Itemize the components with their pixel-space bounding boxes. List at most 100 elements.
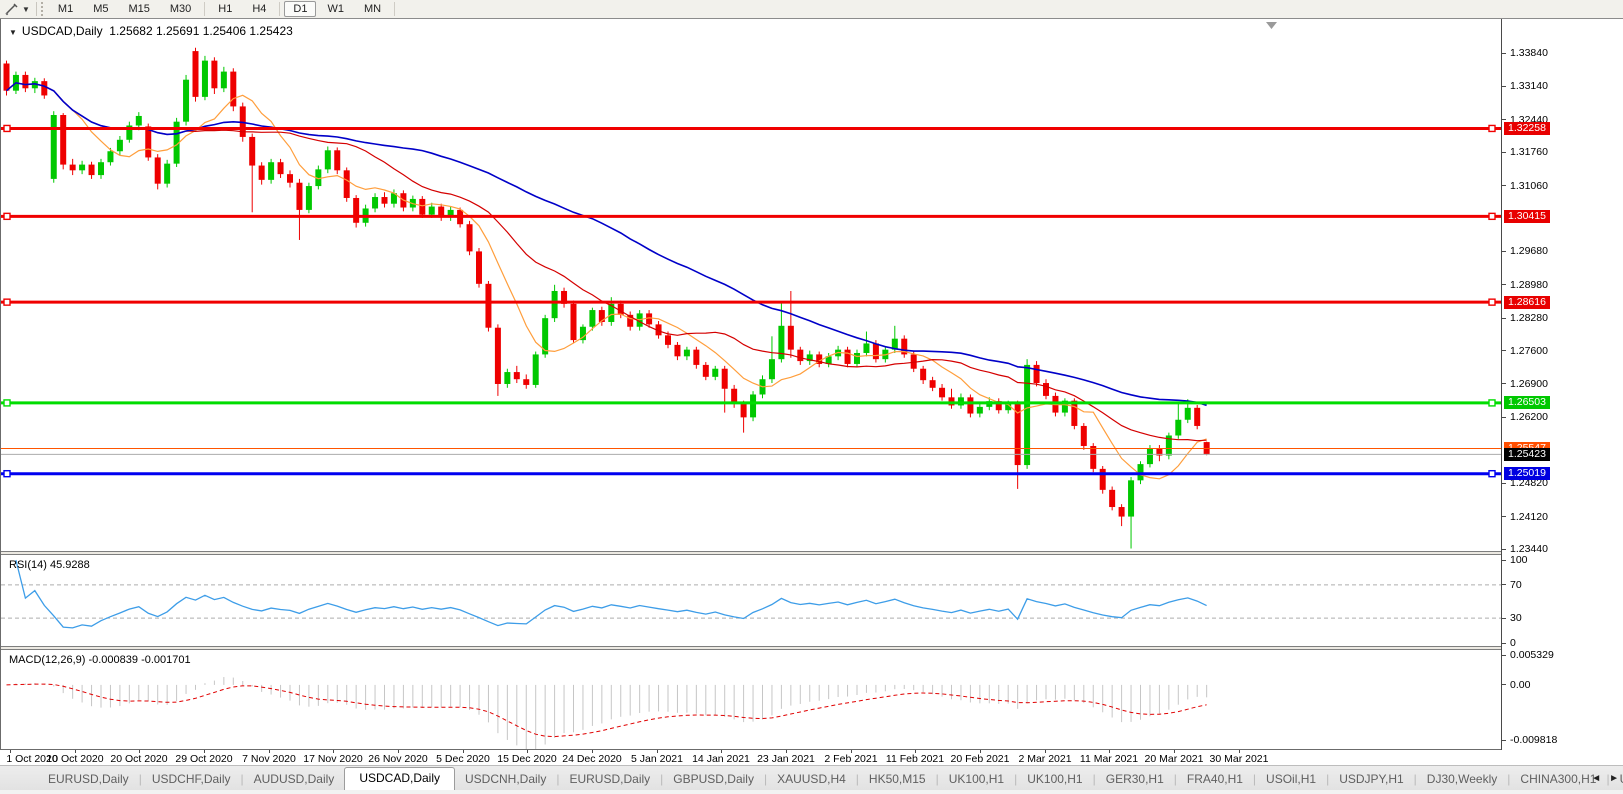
line-anchor-marker[interactable]	[3, 124, 11, 133]
timeframe-button-m1[interactable]: M1	[57, 3, 74, 15]
price-axis-label: 1.23440	[1510, 543, 1548, 555]
line-anchor-marker[interactable]	[1488, 212, 1496, 221]
chart-tab-ger30-h1[interactable]: GER30,H1	[1105, 772, 1164, 786]
tool-dropdown-caret[interactable]: ▼	[22, 4, 30, 14]
toolbar: ▼ M1 M5 M15 M30 H1 H4 D1 W1 MN	[0, 0, 1623, 19]
line-anchor-marker[interactable]	[1488, 469, 1496, 478]
axis-tick-mark	[1502, 383, 1506, 384]
candle-body	[957, 397, 964, 406]
axis-tick-mark	[1502, 643, 1506, 644]
timeframe-button-w1[interactable]: W1	[327, 3, 344, 15]
chart-tab-audusd-daily[interactable]: AUDUSD,Daily	[253, 772, 335, 786]
tab-separator: |	[1413, 772, 1417, 786]
line-anchor-marker[interactable]	[1488, 124, 1496, 133]
date-axis-label: 5 Dec 2020	[436, 753, 490, 765]
line-anchor-marker[interactable]	[3, 212, 11, 221]
line-anchor-marker[interactable]	[1488, 298, 1496, 306]
chart-tab-usdjpy-h1[interactable]: USDJPY,H1	[1339, 772, 1404, 786]
candle-body	[920, 368, 927, 381]
candle-body	[145, 126, 152, 158]
candle-body	[740, 404, 747, 418]
candle-body	[948, 397, 955, 406]
line-price-badge: 1.25019	[1504, 467, 1550, 481]
chart-tab-usoil-h1[interactable]: USOil,H1	[1266, 772, 1317, 786]
candle-body	[3, 63, 10, 91]
chart-menu-arrow[interactable]: ▼	[9, 28, 17, 37]
chart-tab-usdchf-daily[interactable]: USDCHF,Daily	[151, 772, 231, 786]
candle-body	[778, 325, 785, 360]
tab-separator: |	[240, 772, 244, 786]
candle-body	[287, 174, 293, 183]
timeframe-button-d1[interactable]: D1	[284, 1, 317, 17]
crosshair-tool-icon[interactable]	[4, 2, 20, 16]
toolbar-grip[interactable]	[40, 2, 44, 16]
candle-body	[523, 379, 530, 385]
candle-body	[22, 74, 29, 89]
candle-body	[485, 283, 492, 328]
candle-body	[315, 169, 322, 187]
candle-body	[551, 290, 558, 319]
date-tick-mark	[204, 750, 205, 753]
chart-tab-xauusd-h4[interactable]: XAUUSD,H4	[777, 772, 846, 786]
rsi-line	[15, 559, 1207, 629]
candle-body	[1061, 400, 1068, 413]
candle-body	[41, 81, 48, 96]
timeframe-button-h1[interactable]: H1	[218, 3, 233, 15]
candle-body	[31, 81, 38, 89]
chart-tab-u[interactable]: U	[1610, 769, 1623, 790]
date-axis-label: 29 Oct 2020	[175, 753, 233, 765]
date-axis-label: 23 Jan 2021	[757, 753, 815, 765]
price-axis-label: 1.28980	[1510, 278, 1548, 291]
axis-tick-mark	[1502, 417, 1506, 418]
candle-body	[939, 387, 946, 398]
chart-tab-eurusd-daily[interactable]: EURUSD,Daily	[569, 772, 651, 786]
candle-body	[1043, 383, 1049, 396]
chart-tab-uk100-h1[interactable]: UK100,H1	[1027, 772, 1083, 786]
candle-body	[806, 354, 813, 362]
candle-body	[797, 349, 804, 362]
moving-average-line-45	[5, 81, 1207, 407]
axis-tick-mark	[1502, 618, 1506, 619]
date-axis[interactable]: 1 Oct 2020 10 Oct 2020 20 Oct 2020 29 Oct 2…	[0, 750, 1623, 765]
price-axis-label: 1.26200	[1510, 411, 1548, 424]
rsi-axis-label: 0	[1510, 637, 1516, 649]
line-anchor-marker[interactable]	[3, 469, 11, 478]
line-anchor-marker[interactable]	[3, 399, 11, 407]
chart-tab-gbpusd-daily[interactable]: GBPUSD,Daily	[673, 772, 754, 786]
tab-separator: |	[1507, 772, 1511, 786]
chart-title: ▼ USDCAD,Daily 1.25682 1.25691 1.25406 1.…	[9, 24, 293, 38]
tabs-scroll-right-icon[interactable]: ►	[1609, 773, 1619, 784]
price-axis[interactable]: 1.33840 1.33140 1.32440 1.31760 1.31060 1.296…	[1501, 19, 1623, 750]
timeframe-button-m15[interactable]: M15	[128, 3, 150, 15]
chart-tab-dj30-weekly[interactable]: DJ30,Weekly	[1426, 772, 1498, 786]
chart-shift-marker-icon[interactable]	[1266, 22, 1277, 29]
candle-body	[249, 136, 256, 166]
candle-body	[665, 335, 671, 345]
timeframe-button-mn[interactable]: MN	[363, 3, 382, 15]
timeframe-button-h4[interactable]: H4	[252, 3, 267, 15]
candle-body	[1109, 489, 1116, 508]
panel-splitter-macd[interactable]	[1, 646, 1623, 650]
panel-splitter-rsi[interactable]	[1, 551, 1623, 555]
toolbar-separator	[35, 2, 37, 16]
axis-tick-mark	[1502, 516, 1506, 517]
line-anchor-marker[interactable]	[3, 298, 11, 306]
axis-tick-mark	[1502, 119, 1506, 120]
tabs-scroll-left-icon[interactable]: ◄	[1591, 773, 1602, 784]
candle-body	[1071, 400, 1078, 426]
rsi-axis-label: 70	[1510, 578, 1522, 591]
chart-tab-uk100-h1[interactable]: UK100,H1	[948, 772, 1005, 786]
timeframe-button-m5[interactable]: M5	[93, 3, 109, 15]
timeframe-button-m30[interactable]: M30	[169, 3, 192, 15]
chart-tab-hk50-m15[interactable]: HK50,M15	[868, 772, 926, 786]
chart-tab-usdcad-daily[interactable]: USDCAD,Daily	[344, 767, 455, 790]
price-axis-label: 1.31760	[1510, 146, 1548, 159]
line-anchor-marker[interactable]	[1488, 399, 1496, 407]
date-axis-label: 2 Feb 2021	[824, 753, 878, 765]
chart-tab-fra40-h1[interactable]: FRA40,H1	[1186, 772, 1243, 786]
chart-tab-eurusd-daily[interactable]: EURUSD,Daily	[48, 772, 129, 786]
chart-tab-china300-h1[interactable]: CHINA300,H1	[1520, 772, 1597, 786]
candle-body	[268, 162, 275, 180]
chart-tab-usdcnh-daily[interactable]: USDCNH,Daily	[465, 772, 547, 786]
date-tick-mark	[463, 750, 464, 753]
